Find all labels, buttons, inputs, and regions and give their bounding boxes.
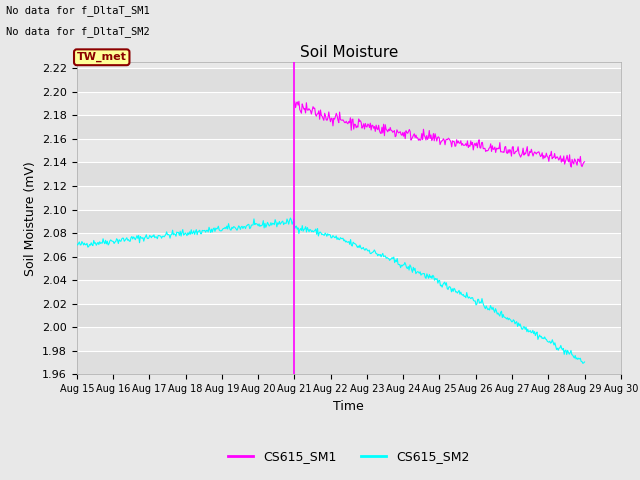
Bar <box>77 92 621 115</box>
Bar <box>77 257 621 280</box>
Y-axis label: Soil Moisture (mV): Soil Moisture (mV) <box>24 161 36 276</box>
Bar <box>77 68 621 92</box>
Bar <box>77 162 621 186</box>
Bar <box>77 304 621 327</box>
Bar <box>77 233 621 257</box>
Bar <box>77 327 621 351</box>
Bar <box>77 280 621 304</box>
Bar <box>77 115 621 139</box>
Bar <box>77 351 621 374</box>
X-axis label: Time: Time <box>333 400 364 413</box>
Legend: CS615_SM1, CS615_SM2: CS615_SM1, CS615_SM2 <box>223 445 475 468</box>
Text: No data for f_DltaT_SM2: No data for f_DltaT_SM2 <box>6 26 150 37</box>
Bar <box>77 210 621 233</box>
Title: Soil Moisture: Soil Moisture <box>300 45 398 60</box>
Bar <box>77 139 621 162</box>
Bar <box>77 186 621 210</box>
Text: No data for f_DltaT_SM1: No data for f_DltaT_SM1 <box>6 5 150 16</box>
Text: TW_met: TW_met <box>77 52 127 62</box>
